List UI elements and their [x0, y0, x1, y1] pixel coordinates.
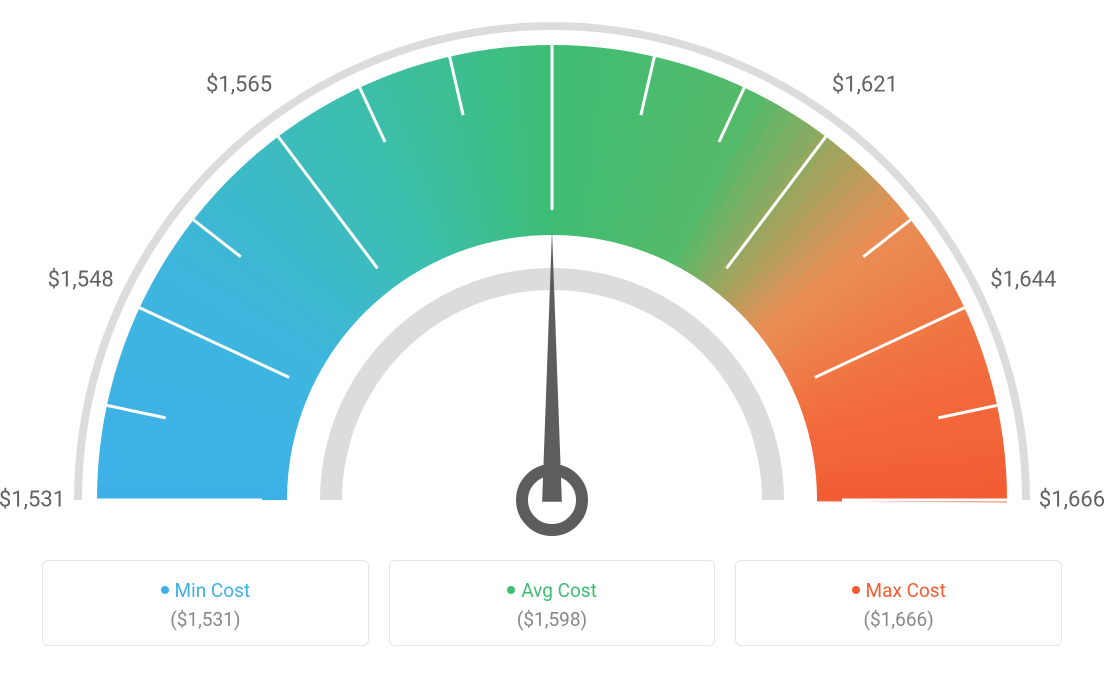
- legend-title-avg: Avg Cost: [400, 579, 705, 602]
- gauge-scale-label: $1,621: [832, 72, 898, 97]
- legend-avg: Avg Cost ($1,598): [389, 560, 716, 646]
- gauge-svg: [0, 0, 1104, 560]
- legend-value-min: ($1,531): [53, 608, 358, 631]
- legend-min: Min Cost ($1,531): [42, 560, 369, 646]
- gauge-scale-label: $1,531: [0, 488, 65, 513]
- gauge-scale-label: $1,666: [1039, 488, 1104, 513]
- gauge-scale-label: $1,644: [990, 268, 1056, 293]
- legend-title-min: Min Cost: [53, 579, 358, 602]
- legend-bullet-icon: [852, 586, 860, 594]
- legend-max: Max Cost ($1,666): [735, 560, 1062, 646]
- cost-gauge-chart: $1,531$1,548$1,565$1,598$1,621$1,644$1,6…: [0, 0, 1104, 690]
- legend-value-avg: ($1,598): [400, 608, 705, 631]
- legend-title-text: Avg Cost: [521, 579, 597, 602]
- gauge-scale-label: $1,548: [48, 268, 114, 293]
- legend-value-max: ($1,666): [746, 608, 1051, 631]
- legend-bullet-icon: [161, 586, 169, 594]
- gauge-scale-label: $1,565: [206, 72, 272, 97]
- legend-bullet-icon: [507, 586, 515, 594]
- legend-title-max: Max Cost: [746, 579, 1051, 602]
- legend-title-text: Max Cost: [866, 579, 946, 602]
- gauge-area: $1,531$1,548$1,565$1,598$1,621$1,644$1,6…: [0, 0, 1104, 560]
- legend-panel: Min Cost ($1,531) Avg Cost ($1,598) Max Cost…: [42, 560, 1062, 646]
- legend-title-text: Min Cost: [175, 579, 251, 602]
